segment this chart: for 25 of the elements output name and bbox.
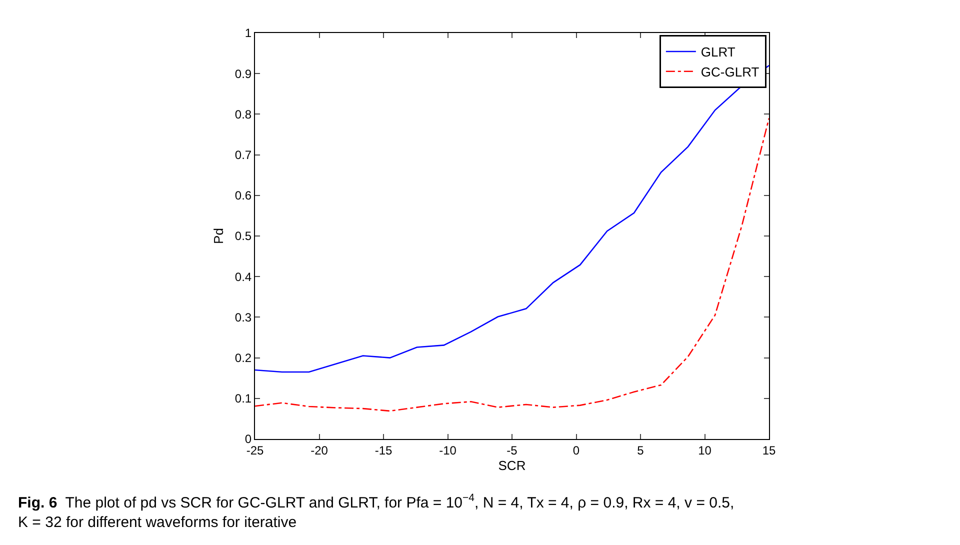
x-tick-label: -5 [506,443,518,458]
x-tick-label: -10 [439,443,457,458]
y-tick-label: 0.2 [234,351,252,365]
caption: Fig. 6 [18,494,58,512]
line-series [255,118,769,412]
y-tick-label: 0.1 [234,392,252,406]
y-tick-label: 0.3 [234,310,252,324]
x-tick-label: 10 [698,443,712,458]
x-tick-label: 0 [572,443,580,458]
x-tick-label: 15 [762,443,776,458]
x-axis-title: SCR [498,458,526,473]
x-tick-label: 5 [637,443,644,458]
y-tick-label: 0.8 [234,107,252,122]
x-tick-label: -15 [374,443,392,458]
y-tick-label: 0.7 [234,148,252,162]
y-tick-label: 0.5 [234,229,252,244]
line-series [255,64,769,373]
y-tick-label: 1 [244,26,252,40]
y-axis-title: Pd [210,228,226,244]
y-tick-label: 0.4 [234,270,252,284]
legend-label: GC-GLRT [700,64,760,80]
y-tick-label: 0.6 [234,188,252,203]
x-tick-label: -20 [310,443,328,458]
y-tick-label: 0.9 [234,66,252,81]
legend-label: GLRT [700,44,736,60]
